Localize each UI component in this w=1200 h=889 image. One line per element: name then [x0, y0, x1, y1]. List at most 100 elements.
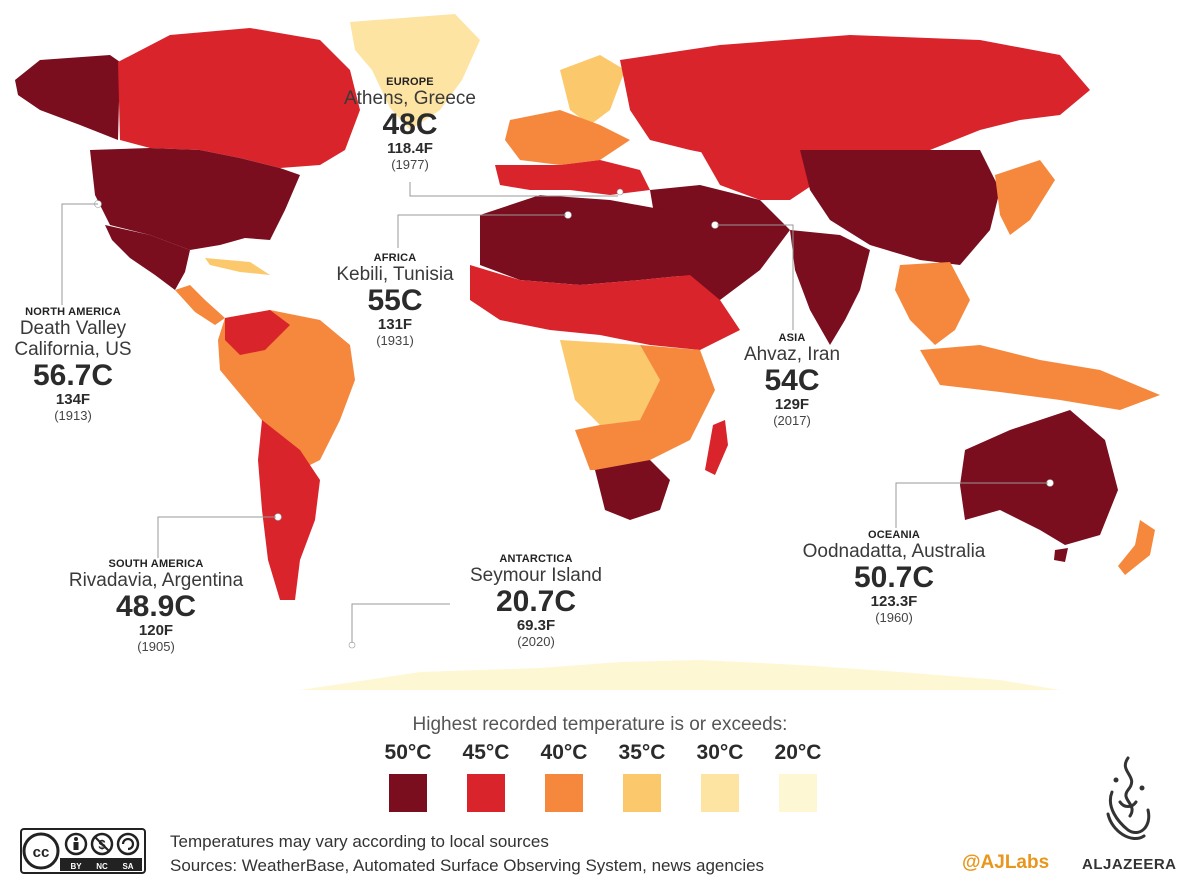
leader-africa — [397, 214, 566, 248]
leader-south-america — [157, 516, 276, 558]
argentina-chile — [258, 420, 320, 600]
leader-asia — [717, 224, 794, 330]
year-label: (1931) — [376, 333, 414, 348]
note-temperatures: Temperatures may vary according to local… — [170, 832, 549, 851]
scandinavia — [560, 55, 625, 125]
usa — [90, 148, 300, 250]
aljazeera-wordmark: ALJAZEERA — [1082, 856, 1177, 873]
place-label: Ahvaz, Iran — [743, 344, 841, 365]
creative-commons-license-icon: cc $ BY NC SA — [20, 828, 146, 874]
caribbean — [205, 258, 270, 275]
callout-europe: EUROPE Athens, Greece 48C 118.4F (1977) — [322, 76, 498, 173]
legend-item-40: 40°C — [528, 740, 600, 812]
leader-north-america — [61, 203, 98, 305]
place-label: Oodnadatta, Australia — [802, 541, 986, 562]
region-label: ANTARCTICA — [499, 553, 573, 565]
legend-item-35: 35°C — [606, 740, 678, 812]
year-label: (2020) — [517, 634, 555, 649]
north-africa — [480, 195, 690, 285]
year-label: (1913) — [54, 408, 92, 423]
new-zealand — [1118, 520, 1155, 575]
legend-swatch — [779, 774, 817, 812]
legend-item-45: 45°C — [450, 740, 522, 812]
central-africa — [560, 340, 660, 425]
colombia-venezuela — [225, 310, 290, 355]
callout-north-america: NORTH AMERICA Death Valley California, U… — [0, 306, 146, 424]
region-label: ASIA — [778, 332, 806, 344]
legend-item-50: 50°C — [372, 740, 444, 812]
celsius-value: 55C — [367, 284, 423, 317]
region-label: EUROPE — [386, 76, 434, 88]
region-label: AFRICA — [373, 252, 417, 264]
region-label: OCEANIA — [867, 529, 921, 541]
sahel — [470, 265, 740, 350]
callout-south-america: SOUTH AMERICA Rivadavia, Argentina 48.9C… — [46, 558, 266, 655]
region-label: SOUTH AMERICA — [108, 558, 204, 570]
legend-label: 50°C — [384, 741, 432, 764]
china — [800, 150, 1000, 265]
mexico — [105, 225, 190, 290]
dot-athens — [616, 188, 624, 196]
australia — [960, 410, 1118, 545]
legend-swatch — [545, 774, 583, 812]
celsius-value: 20.7C — [495, 585, 577, 618]
aljazeera-logo-icon — [1106, 756, 1151, 840]
cc-by-label: BY — [70, 862, 82, 871]
fahrenheit-value: 134F — [55, 391, 91, 408]
leader-oceania — [895, 482, 1048, 528]
central-america — [175, 285, 225, 325]
southern-africa — [595, 460, 670, 520]
note-sources: Sources: WeatherBase, Automated Surface … — [170, 856, 765, 875]
legend-title: Highest recorded temperature is or excee… — [412, 714, 788, 735]
antarctica — [300, 660, 1060, 690]
madagascar — [705, 420, 728, 475]
cc-nc-label: NC — [96, 862, 108, 871]
legend-label: 45°C — [462, 741, 510, 764]
fahrenheit-value: 129F — [774, 396, 810, 413]
fahrenheit-value: 123.3F — [870, 593, 918, 610]
place-label: Rivadavia, Argentina — [68, 570, 244, 591]
place-label-line1: Death Valley — [19, 318, 127, 339]
legend-item-30: 30°C — [684, 740, 756, 812]
legend-label: 35°C — [618, 741, 666, 764]
fahrenheit-value: 69.3F — [516, 617, 556, 634]
india — [790, 230, 870, 345]
celsius-value: 48.9C — [115, 590, 197, 623]
east-africa — [575, 345, 715, 470]
tasmania — [1054, 548, 1068, 562]
celsius-value: 54C — [764, 364, 820, 397]
legend-swatch — [389, 774, 427, 812]
cc-label: cc — [33, 844, 50, 861]
legend-swatch — [623, 774, 661, 812]
canada — [118, 28, 360, 168]
alaska — [15, 55, 120, 140]
legend-label: 20°C — [774, 741, 822, 764]
fahrenheit-value: 120F — [138, 622, 174, 639]
legend-item-20: 20°C — [762, 740, 834, 812]
place-label: Kebili, Tunisia — [336, 264, 454, 285]
celsius-value: 48C — [382, 108, 438, 141]
legend-swatch — [467, 774, 505, 812]
celsius-value: 56.7C — [32, 359, 114, 392]
place-label: Seymour Island — [469, 565, 602, 586]
year-label: (2017) — [773, 413, 811, 428]
world-map — [15, 14, 1160, 690]
europe-south — [495, 160, 650, 195]
russia — [620, 35, 1090, 160]
callout-oceania: OCEANIA Oodnadatta, Australia 50.7C 123.… — [778, 529, 1010, 626]
year-label: (1960) — [875, 610, 913, 625]
callout-antarctica: ANTARCTICA Seymour Island 20.7C 69.3F (2… — [450, 553, 622, 650]
callout-africa: AFRICA Kebili, Tunisia 55C 131F (1931) — [310, 252, 480, 349]
place-label-line2: California, US — [14, 339, 132, 360]
greenland — [350, 14, 480, 130]
callout-asia: ASIA Ahvaz, Iran 54C 129F (2017) — [722, 332, 862, 429]
central-asia — [700, 150, 820, 200]
celsius-value: 50.7C — [853, 561, 935, 594]
fahrenheit-value: 118.4F — [387, 140, 433, 157]
place-label: Athens, Greece — [343, 88, 477, 109]
ajlabs-handle: @AJLabs — [962, 852, 1050, 873]
year-label: (1977) — [391, 157, 429, 172]
legend-label: 30°C — [696, 741, 744, 764]
legend-swatch — [701, 774, 739, 812]
indonesia — [920, 345, 1160, 410]
